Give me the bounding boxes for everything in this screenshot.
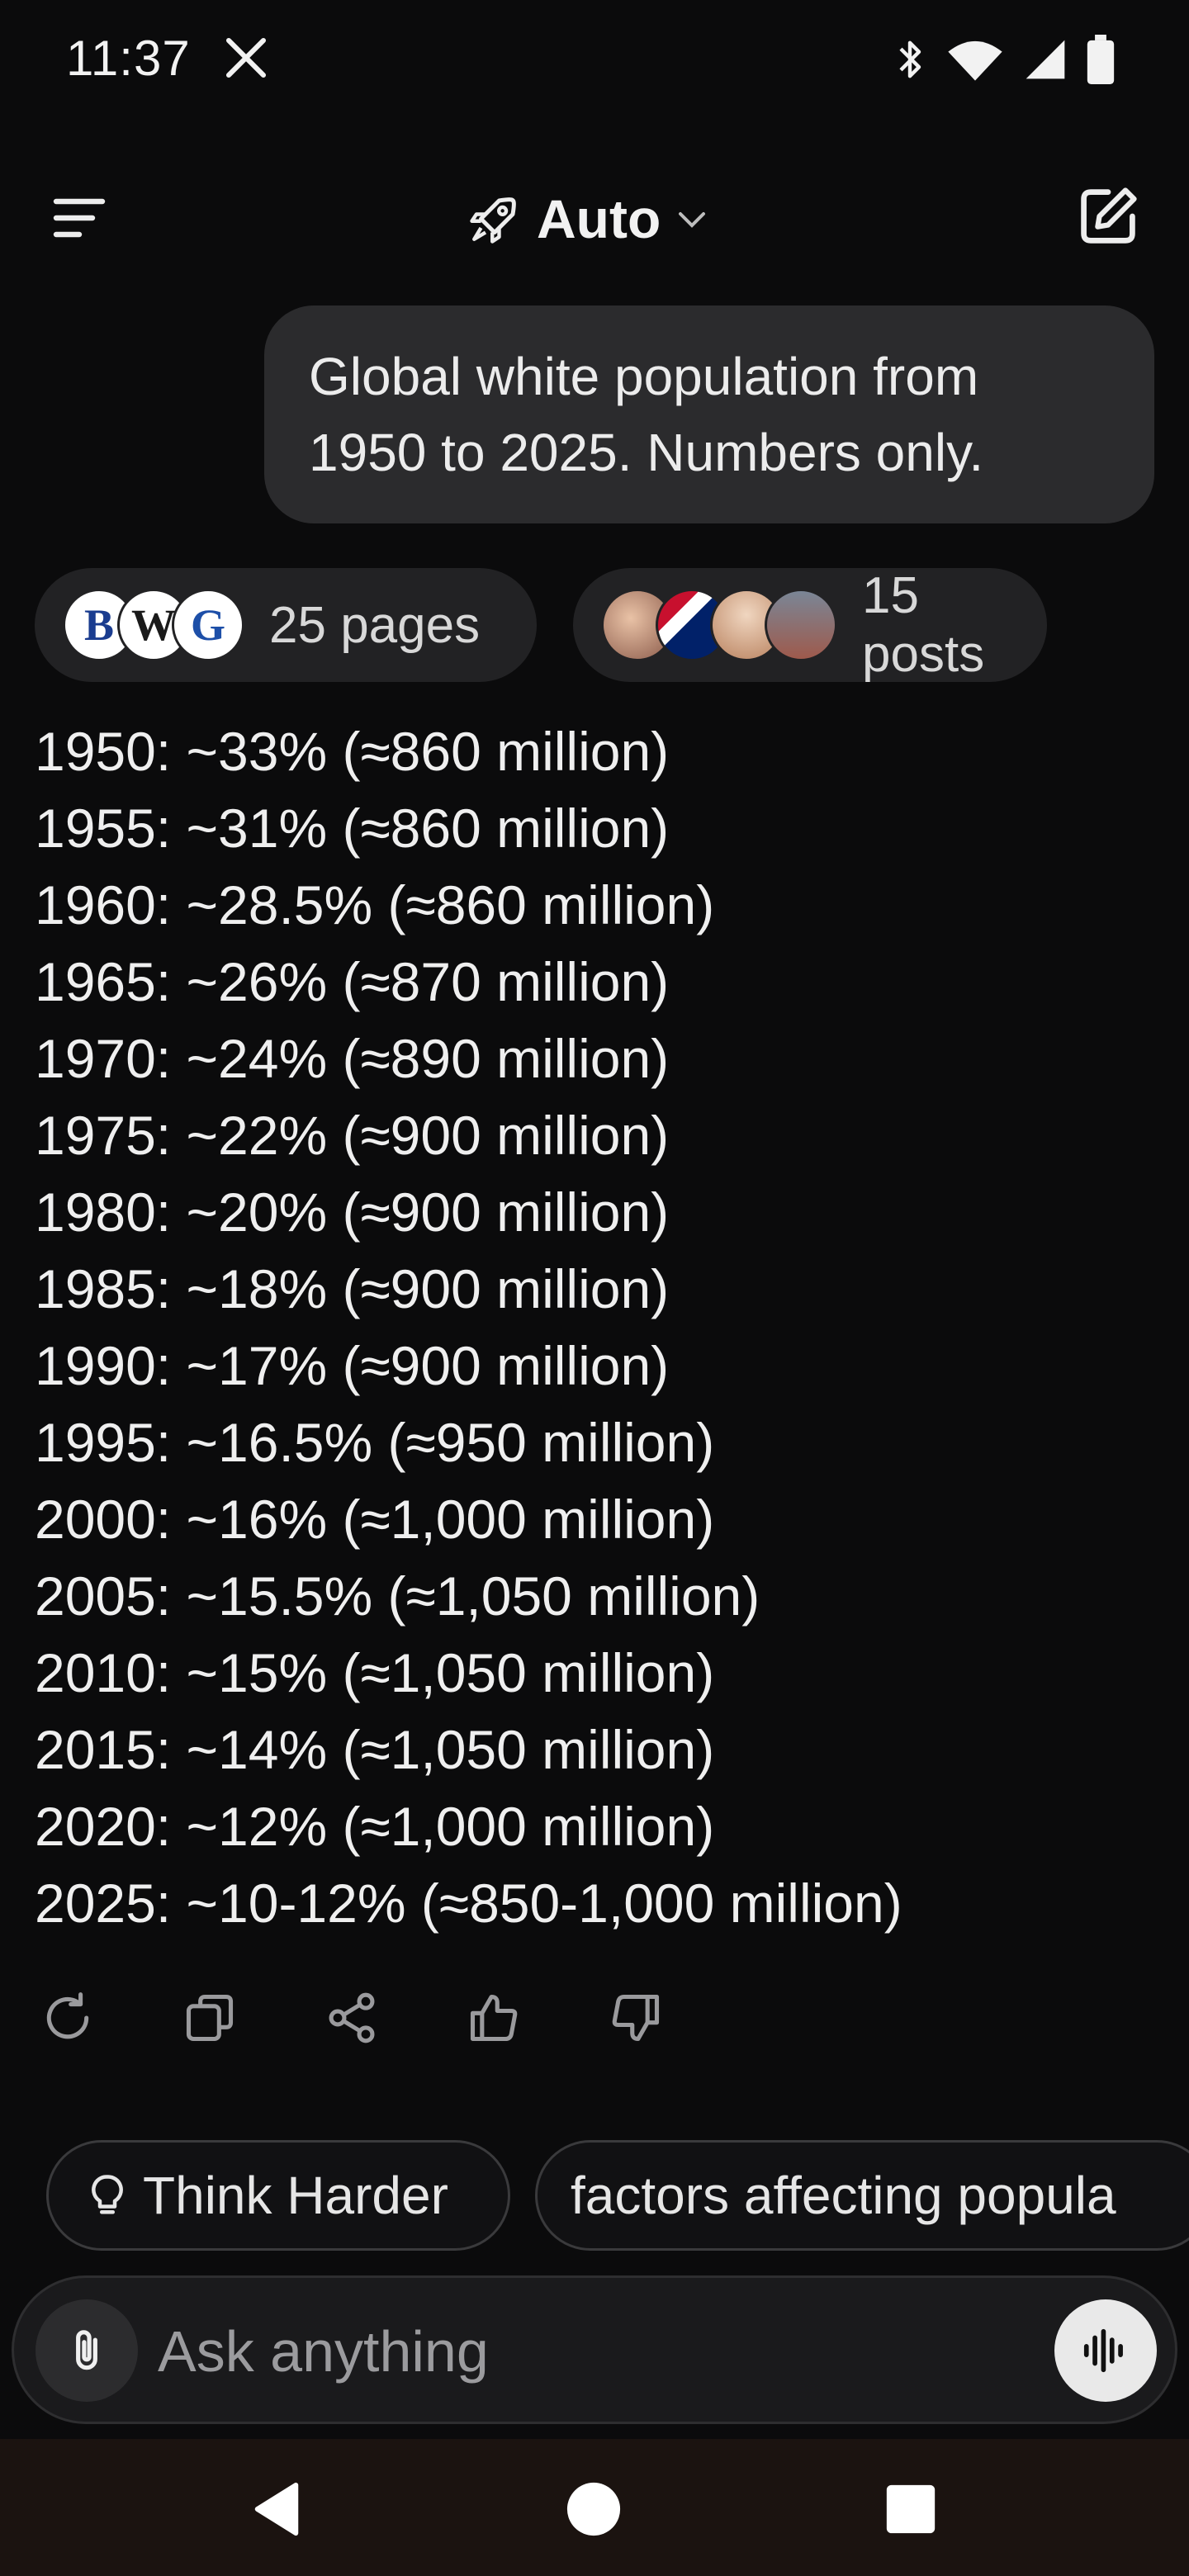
answer-line: 2020: ~12% (≈1,000 million) (35, 1796, 715, 1857)
user-message-line: 1950 to 2025. Numbers only. (309, 423, 984, 482)
post-avatars (601, 589, 837, 661)
answer-line: 1985: ~18% (≈900 million) (35, 1258, 670, 1319)
user-message-bubble: Global white population from 1950 to 202… (264, 305, 1154, 523)
chevron-down-icon (679, 212, 706, 228)
status-icons (892, 35, 1115, 84)
answer-line: 2005: ~15.5% (≈1,050 million) (35, 1565, 760, 1627)
suggestion-label: factors affecting popula (571, 2166, 1116, 2225)
answer-line: 2015: ~14% (≈1,050 million) (35, 1719, 715, 1780)
model-label: Auto (537, 188, 661, 249)
answer-line: 1950: ~33% (≈860 million) (35, 721, 670, 782)
share-icon[interactable] (324, 1990, 380, 2046)
think-harder-chip[interactable]: Think Harder (46, 2140, 510, 2251)
navigation-bar (0, 2439, 1189, 2576)
answer-line: 1995: ~16.5% (≈950 million) (35, 1412, 715, 1473)
recent-apps-icon[interactable] (882, 2480, 940, 2538)
answer-line: 2025: ~10-12% (≈850-1,000 million) (35, 1873, 902, 1934)
regenerate-icon[interactable] (40, 1990, 96, 2046)
status-time: 11:37 (66, 31, 191, 86)
answer-line: 2010: ~15% (≈1,050 million) (35, 1642, 715, 1703)
post-avatar (765, 589, 837, 661)
back-icon[interactable] (248, 2480, 306, 2538)
suggestion-chip[interactable]: factors affecting popula (535, 2140, 1189, 2251)
post-avatar (710, 589, 783, 661)
signal-icon (1026, 40, 1065, 79)
source-avatar: G (172, 589, 244, 661)
attach-button[interactable] (36, 2299, 138, 2402)
x-icon (225, 37, 267, 78)
answer-line: 2000: ~16% (≈1,000 million) (35, 1489, 715, 1550)
status-bar: 11:37 (0, 0, 1189, 124)
rocket-icon (470, 197, 516, 244)
composer (12, 2275, 1177, 2424)
wifi-icon (948, 40, 1002, 81)
pages-count-label: 25 pages (269, 596, 481, 654)
home-icon[interactable] (565, 2480, 623, 2538)
posts-count-label: 15 posts (862, 567, 985, 683)
bluetooth-icon (899, 40, 921, 78)
menu-icon[interactable] (46, 185, 112, 251)
sources-pages-button[interactable]: B W G 25 pages (35, 568, 537, 682)
lightbulb-icon (92, 2175, 123, 2214)
thumbs-up-icon[interactable] (466, 1990, 522, 2046)
answer-line: 1955: ~31% (≈860 million) (35, 798, 670, 859)
answer-line: 1960: ~28.5% (≈860 million) (35, 874, 715, 935)
answer-list: 1950: ~33% (≈860 million) 1955: ~31% (≈8… (35, 713, 1158, 1942)
answer-line: 1965: ~26% (≈870 million) (35, 951, 670, 1012)
answer-line: 1990: ~17% (≈900 million) (35, 1335, 670, 1396)
battery-icon (1087, 35, 1115, 84)
voice-waveform-icon (1083, 2328, 1123, 2373)
page-avatars: B W G (63, 589, 244, 661)
new-chat-icon[interactable] (1073, 182, 1143, 251)
paperclip-icon (76, 2330, 97, 2370)
response-actions (40, 1990, 664, 2046)
model-selector[interactable]: Auto (467, 182, 708, 256)
user-message-line: Global white population from (309, 347, 979, 406)
sources-posts-button[interactable]: 15 posts (573, 567, 1047, 683)
top-bar: Auto (0, 165, 1189, 264)
answer-line: 1980: ~20% (≈900 million) (35, 1181, 670, 1243)
think-harder-label: Think Harder (143, 2166, 448, 2225)
copy-icon[interactable] (182, 1990, 238, 2046)
voice-mode-button[interactable] (1054, 2299, 1157, 2402)
ask-input[interactable] (156, 2308, 1026, 2395)
answer-line: 1975: ~22% (≈900 million) (35, 1105, 670, 1166)
answer-line: 1970: ~24% (≈890 million) (35, 1028, 670, 1089)
thumbs-down-icon[interactable] (608, 1990, 664, 2046)
